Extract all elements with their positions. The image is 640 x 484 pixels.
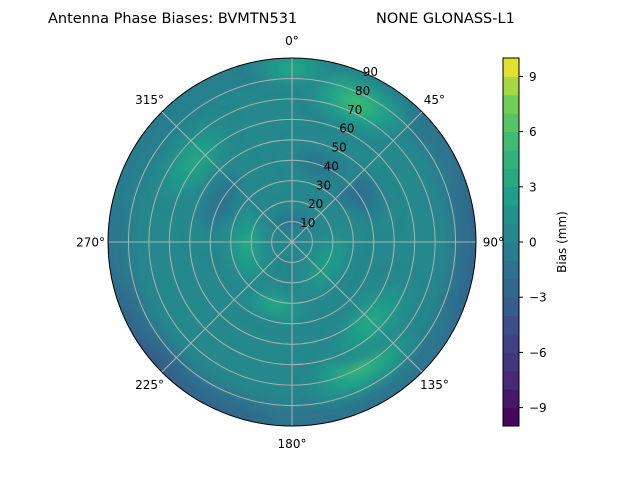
colorbar-tick-label: 3 (529, 180, 537, 194)
contour-rim-segment (230, 67, 252, 89)
angular-tick-label: 90° (483, 236, 504, 250)
radial-tick-label: 40 (324, 159, 339, 173)
angular-tick-label: 180° (278, 437, 307, 451)
polar-grid (108, 58, 476, 426)
colorbar-tick-label: −3 (529, 291, 547, 305)
colorbar-level (503, 168, 519, 188)
colorbar: 9 6 3 0 −3 −6 −9 (502, 57, 547, 427)
radial-tick-label: 80 (355, 84, 370, 98)
contour-rim-segment (117, 282, 139, 304)
colorbar-level (503, 76, 519, 96)
radial-tick-label: 10 (300, 216, 315, 230)
chart-title-right: NONE GLONASS-L1 (376, 11, 515, 27)
colorbar-tick-label: 9 (529, 70, 537, 84)
contour-rim-segment (290, 404, 308, 422)
colorbar-level (503, 315, 519, 335)
colorbar-level (503, 407, 519, 427)
colorbar-level (503, 389, 519, 409)
contour-rim-segment (243, 399, 264, 420)
contour-rim-segment (454, 242, 472, 260)
contour-feature (155, 116, 235, 205)
contour-rim-segment (274, 404, 292, 422)
contour-rim-segment (453, 210, 472, 230)
radial-tick-label: 70 (347, 103, 362, 117)
contour-rim-segment (440, 165, 462, 188)
contour-rim-segment (114, 193, 135, 214)
colorbar-level (503, 186, 519, 206)
colorbar-tick-label: 6 (529, 125, 537, 139)
angular-tick-label: 0° (285, 34, 299, 48)
contour-level (266, 300, 285, 311)
colorbar-tick-label: 0 (529, 236, 537, 250)
contour-rim-segment (114, 268, 135, 289)
colorbar-level (503, 205, 519, 225)
angular-tick-labels: 0° 45° 90° 135° 180° 225° 270° 315° (76, 34, 504, 451)
contour-level (347, 97, 366, 109)
contour-rim-segment (449, 270, 470, 291)
radial-tick-label: 60 (339, 122, 354, 136)
contour-level (184, 149, 205, 172)
radial-tick-labels: 10 20 30 40 50 60 70 80 90 (300, 65, 378, 230)
contour-rim-segment (122, 296, 144, 319)
colorbar-level (503, 94, 519, 114)
radial-tick-label: 20 (308, 197, 323, 211)
contour-rim-segment (112, 209, 132, 228)
contour-rim-segment (259, 402, 278, 422)
contour-level (240, 233, 254, 259)
colorbar-level (503, 297, 519, 317)
angular-tick-label: 225° (135, 378, 164, 392)
colorbar-level (503, 131, 519, 151)
contour-rim-segment (318, 399, 339, 420)
radial-tick-label: 30 (316, 178, 331, 192)
colorbar-level (503, 370, 519, 390)
colorbar-tick-label: −9 (529, 401, 547, 415)
colorbar-level (503, 334, 519, 353)
contour-rim-segment (112, 240, 130, 258)
colorbar-level (503, 260, 519, 280)
contour-rim-segment (452, 256, 472, 275)
angular-tick-label: 270° (76, 236, 105, 250)
colorbar-level (503, 113, 519, 133)
colorbar-label: Bias (mm) (555, 211, 569, 273)
angular-tick-label: 315° (135, 93, 164, 107)
contour-rim-segment (215, 72, 238, 94)
contour-rim-segment (454, 226, 472, 244)
colorbar-level (503, 150, 519, 169)
colorbar-level (503, 223, 519, 243)
contour-features (155, 58, 417, 403)
contour-rim-segment (304, 403, 324, 422)
colorbar-level (503, 58, 519, 77)
colorbar-level (503, 278, 519, 298)
contour-feature (303, 67, 411, 139)
contour-rim-segment (112, 254, 131, 274)
chart-title-left: Antenna Phase Biases: BVMTN531 (48, 11, 297, 27)
angular-tick-label: 135° (420, 378, 449, 392)
radial-tick-label: 50 (331, 141, 346, 155)
colorbar-level (503, 242, 519, 261)
contour-rim-segment (112, 224, 130, 242)
polar-frame (107, 57, 477, 427)
colorbar-level (503, 352, 519, 372)
contour-feature (239, 285, 311, 326)
radial-tick-label: 90 (363, 65, 378, 79)
colorbar-tick-label: −6 (529, 346, 547, 360)
angular-tick-label: 45° (424, 93, 445, 107)
contour-rim-segment (445, 180, 467, 202)
angular-gridline (161, 111, 423, 373)
contour-rim-segment (449, 195, 470, 216)
